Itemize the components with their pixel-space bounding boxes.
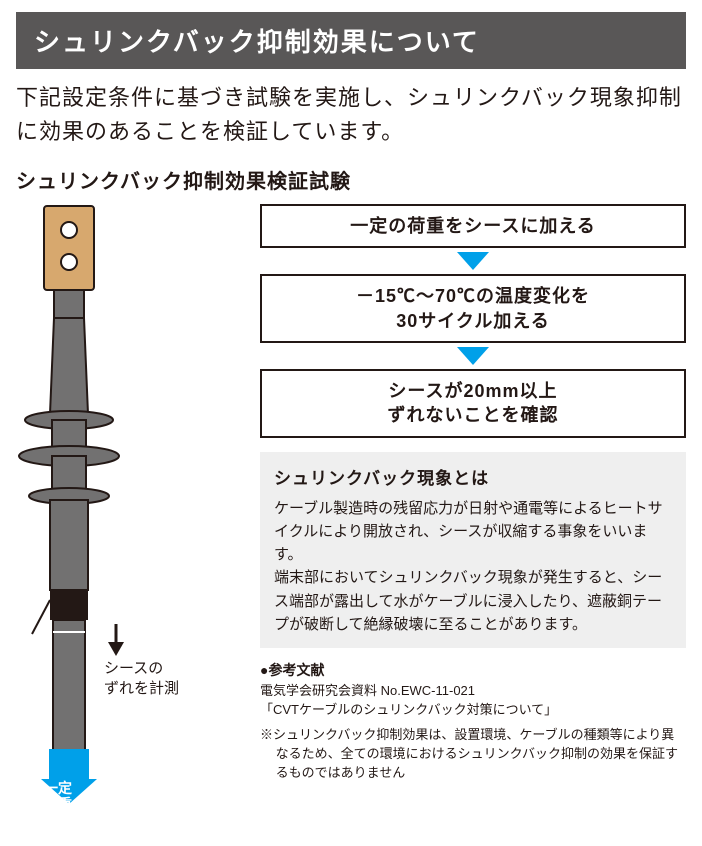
- step-box-2: －15℃～70℃の温度変化を30サイクル加える: [260, 274, 686, 343]
- reference-title: ●参考文献: [260, 660, 686, 680]
- step-box-3: シースが20mm以上ずれないことを確認: [260, 369, 686, 438]
- diagram-panel: シースのずれを計測 一定荷重: [16, 204, 246, 825]
- main-layout: シースのずれを計測 一定荷重 一定の荷重をシースに加える －15℃～70℃の温度…: [16, 204, 686, 825]
- info-body: ケーブル製造時の残留応力が日射や通電等によるヒートサイクルにより開放され、シース…: [274, 497, 672, 637]
- flow-arrow-icon: [260, 345, 686, 367]
- measure-label: シースのずれを計測: [104, 659, 179, 700]
- info-title: シュリンクバック現象とは: [274, 464, 672, 489]
- sub-header: シュリンクバック抑制効果検証試験: [16, 165, 686, 194]
- step-box-1: 一定の荷重をシースに加える: [260, 204, 686, 248]
- section-header: シュリンクバック抑制効果について: [16, 12, 686, 69]
- cable-diagram: [16, 204, 246, 820]
- disclaimer-note: ※シュリンクバック抑制効果は、設置環境、ケーブルの種類等により異なるため、全ての…: [260, 726, 686, 783]
- flow-arrow-icon: [260, 250, 686, 272]
- intro-text: 下記設定条件に基づき試験を実施し、シュリンクバック現象抑制に効果のあることを検証…: [16, 81, 686, 149]
- right-panel: 一定の荷重をシースに加える －15℃～70℃の温度変化を30サイクル加える シー…: [260, 204, 686, 782]
- reference-body: 電気学会研究会資料 No.EWC-11-021「CVTケーブルのシュリンクバック…: [260, 682, 686, 720]
- info-box: シュリンクバック現象とは ケーブル製造時の残留応力が日射や通電等によるヒートサイ…: [260, 452, 686, 649]
- load-label: 一定荷重: [44, 780, 72, 812]
